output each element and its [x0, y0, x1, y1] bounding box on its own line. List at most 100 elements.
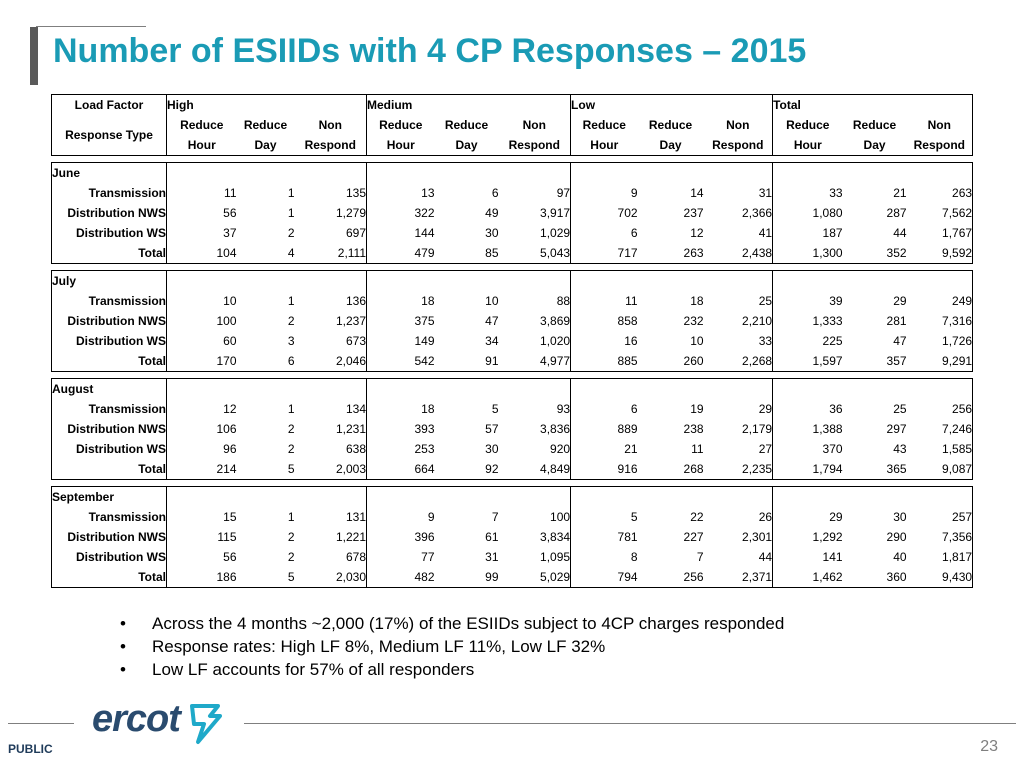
empty-cell [637, 378, 704, 399]
value-cell: 170 [166, 351, 237, 372]
section-label: August [51, 378, 167, 399]
value-cell: 115 [217, 530, 237, 544]
empty-cell [294, 270, 368, 291]
value-cell: 22 [690, 510, 704, 524]
value-cell: 27 [703, 439, 774, 459]
value-cell: 916 [570, 459, 638, 480]
empty-cell [570, 162, 638, 183]
table-row: Distribution WS 37 2 697 144 30 1,029 6 12 41 187 4… [51, 223, 974, 243]
value-cell: 5 [630, 510, 638, 524]
empty-cell [236, 162, 295, 183]
value-cell: 287 [886, 206, 907, 220]
empty-cell [294, 486, 368, 507]
table-row: Total 170 6 2,046 542 91 4,977 885 260 2,268 1,597… [51, 351, 974, 372]
value-cell: 2,179 [703, 419, 774, 439]
value-cell: 3,836 [498, 419, 572, 439]
table-row: Distribution WS 96 2 638 253 30 920 21 11 27 370 43… [51, 439, 974, 459]
group-header-total: Total [772, 94, 974, 115]
value-cell: 10 [485, 294, 499, 308]
value-cell: 7,356 [906, 527, 974, 547]
value-cell: 96 [223, 442, 237, 456]
subheader-cell: Respond [703, 135, 774, 156]
value-cell: 9 [630, 186, 638, 200]
value-cell: 60 [223, 334, 237, 348]
table-header-subtop: Response Type Reduce Reduce Non Reduce Reduce… [51, 115, 974, 156]
value-cell: 4,977 [498, 351, 572, 372]
value-cell: 135 [294, 183, 368, 203]
value-cell: 375 [414, 314, 435, 328]
group-header-medium: Medium [366, 94, 572, 115]
value-cell: 1,300 [772, 243, 843, 264]
value-cell: 18 [421, 402, 435, 416]
value-cell: 268 [637, 459, 704, 480]
empty-cell [703, 378, 774, 399]
page-number: 23 [980, 738, 998, 755]
subheader-cell: Reduce [180, 118, 224, 132]
empty-cell [637, 486, 704, 507]
empty-cell [294, 378, 368, 399]
value-cell: 5 [236, 459, 295, 480]
row-label: Total [51, 351, 167, 372]
empty-cell [236, 270, 295, 291]
value-cell: 1,585 [906, 439, 974, 459]
row-label: Distribution NWS [51, 203, 167, 223]
value-cell: 43 [893, 442, 907, 456]
section-spacer [52, 156, 973, 163]
title-accent-line [36, 26, 146, 27]
value-cell: 256 [906, 399, 974, 419]
value-cell: 885 [570, 351, 638, 372]
group-header-low: Low [570, 94, 774, 115]
value-cell: 41 [703, 223, 774, 243]
value-cell: 40 [893, 550, 907, 564]
value-cell: 2 [287, 550, 295, 564]
value-cell: 1,279 [294, 203, 368, 223]
value-cell: 360 [842, 567, 907, 588]
key-findings-list: • Across the 4 months ~2,000 (17%) of the… [120, 612, 784, 681]
value-cell: 257 [906, 507, 974, 527]
value-cell: 47 [485, 314, 499, 328]
value-cell: 18 [421, 294, 435, 308]
value-cell: 13 [421, 186, 435, 200]
value-cell: 673 [294, 331, 368, 351]
value-cell: 6 [630, 226, 638, 240]
value-cell: 227 [683, 530, 704, 544]
footer-divider-left [8, 723, 74, 724]
row-label: Distribution NWS [51, 311, 167, 331]
value-cell: 9,087 [906, 459, 974, 480]
value-cell: 3,834 [498, 527, 572, 547]
value-cell: 16 [624, 334, 638, 348]
value-cell: 225 [822, 334, 843, 348]
row-label: Distribution WS [51, 223, 167, 243]
empty-cell [166, 162, 237, 183]
value-cell: 56 [223, 550, 237, 564]
value-cell: 8 [630, 550, 638, 564]
empty-cell [842, 378, 907, 399]
subheader-cell: Reduce [852, 118, 897, 132]
table-row: Transmission 10 1 136 18 10 88 11 18 25 39 29 249 [51, 291, 974, 311]
ercot-logo-text: ercot [92, 698, 181, 740]
subheader-cell: Respond [294, 135, 368, 156]
value-cell: 889 [617, 422, 638, 436]
value-cell: 482 [366, 567, 435, 588]
table-row: Transmission 11 1 135 13 6 97 9 14 31 33 21 263 [51, 183, 974, 203]
bullet-text: Low LF accounts for 57% of all responder… [152, 660, 475, 679]
value-cell: 542 [366, 351, 435, 372]
empty-cell [637, 162, 704, 183]
subheader-cell: Hour [366, 135, 435, 156]
empty-cell [366, 270, 435, 291]
value-cell: 99 [434, 567, 499, 588]
slide-title: Number of ESIIDs with 4 CP Responses – 2… [53, 32, 807, 70]
empty-cell [637, 270, 704, 291]
value-cell: 256 [637, 567, 704, 588]
value-cell: 290 [886, 530, 907, 544]
value-cell: 1,767 [906, 223, 974, 243]
value-cell: 100 [498, 507, 572, 527]
value-cell: 93 [498, 399, 572, 419]
value-cell: 97 [498, 183, 572, 203]
value-cell: 237 [683, 206, 704, 220]
value-cell: 5 [236, 567, 295, 588]
value-cell: 1,080 [812, 206, 843, 220]
value-cell: 370 [822, 442, 843, 456]
value-cell: 2,030 [294, 567, 368, 588]
empty-cell [906, 378, 974, 399]
